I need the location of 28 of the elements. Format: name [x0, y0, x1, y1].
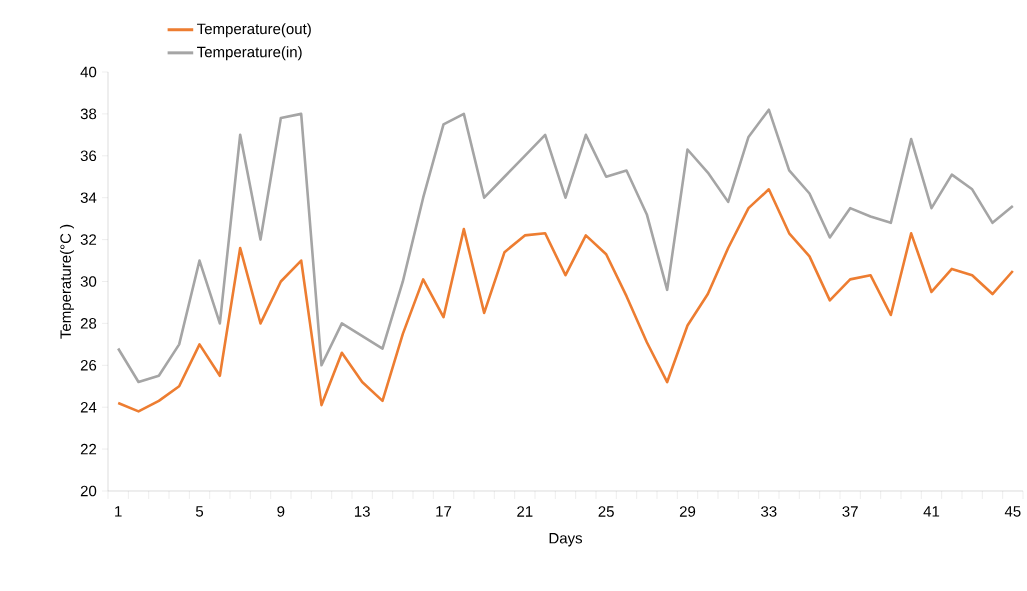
y-tick-label: 34: [80, 192, 97, 203]
y-tick-label: 38: [80, 108, 97, 120]
x-tick-label: 9: [277, 506, 285, 517]
y-tick-label: 26: [80, 359, 97, 371]
y-tick-label: 22: [80, 443, 97, 455]
x-tick-label: 33: [761, 506, 777, 517]
y-tick-label: 36: [80, 150, 97, 162]
x-tick-label: 25: [598, 506, 614, 517]
y-axis-title: Temperature(°C ): [59, 224, 74, 339]
x-axis-title: Days: [549, 533, 583, 547]
line-series: [116, 188, 1015, 413]
x-tick-label: 5: [195, 506, 204, 517]
x-tick-label: 17: [436, 506, 452, 517]
y-tick-label: 20: [80, 485, 97, 497]
x-tick-label: 13: [354, 506, 370, 517]
y-tick-label: 28: [80, 318, 97, 329]
legend-label: Temperature(in): [197, 46, 302, 61]
x-tick-label: 41: [923, 506, 940, 517]
x-tick-label: 45: [1004, 506, 1021, 517]
y-tick-label: 40: [80, 66, 97, 78]
x-tick-label: 1: [115, 506, 122, 517]
legend-label: Temperature(out): [197, 23, 311, 38]
x-tick-label: 37: [842, 506, 858, 517]
y-tick-label: 30: [80, 276, 97, 287]
y-tick-label: 24: [80, 401, 97, 413]
y-tick-label: 32: [80, 234, 97, 245]
x-tick-label: 21: [517, 506, 533, 517]
x-tick-label: 29: [679, 506, 696, 517]
